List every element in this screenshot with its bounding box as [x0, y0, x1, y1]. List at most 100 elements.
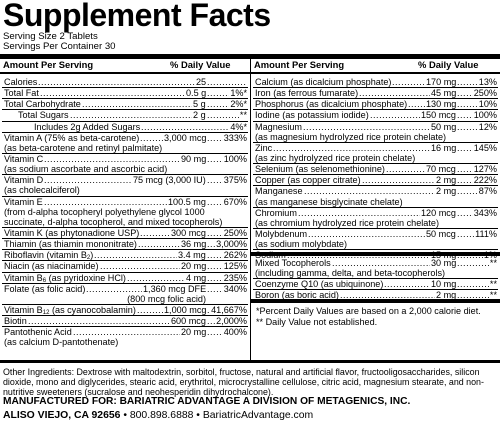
dot-leader: ........................................	[457, 121, 478, 132]
dot-leader: ........................................	[207, 261, 223, 272]
nutrient-row-phosphorus: Phosphorus (as dicalcium phosphate).....…	[253, 99, 498, 109]
nutrient-name: Thiamin (as thiamin mononitrate)	[4, 239, 137, 250]
dot-leader: ........................................…	[298, 207, 420, 218]
nutrient-row-selenium: Selenium (as selenomethionine)..........…	[253, 164, 498, 174]
nutrient-row-vitamin-b12: Vitamin B12 (as cyanocobalamin).........…	[2, 305, 248, 315]
manufacturer: MANUFACTURED FOR: BARIATRIC ADVANTAGE A …	[3, 396, 411, 407]
nutrient-daily-value: **	[489, 279, 497, 290]
dot-leader: ........................................	[207, 250, 223, 261]
nutrient-row-vitamin-d: Vitamin D...............................…	[2, 175, 248, 185]
nutrient-name: Manganese	[255, 186, 303, 197]
dot-leader: ........................................…	[70, 110, 192, 121]
dot-leader: ........................................	[207, 196, 223, 207]
dot-leader: ........................................…	[140, 227, 170, 238]
nutrient-daily-value: 127%	[473, 164, 497, 175]
nutrient-name: Riboflavin (vitamin B2)	[4, 250, 94, 261]
nutrient-amount: 90 mg	[181, 153, 207, 164]
nutrient-amount: 170 mg	[426, 77, 457, 87]
row-separator	[253, 120, 498, 122]
nutrient-daily-value: **	[489, 258, 497, 268]
dot-leader: ........................................	[457, 279, 489, 290]
dot-leader: ........................................…	[40, 88, 185, 99]
row-separator	[253, 185, 498, 187]
nutrient-name: Total Sugars	[18, 110, 69, 121]
dot-leader: ........................................	[207, 99, 229, 110]
nutrient-amount: 70 mcg	[426, 164, 456, 175]
nutrient-source-note: (as beta-carotene and retinyl palmitate)	[4, 142, 163, 153]
row-separator	[253, 227, 498, 229]
nutrient-daily-value: 1%*	[230, 88, 247, 99]
nutrient-daily-value: 145%	[473, 142, 497, 153]
nutrient-row-mixed-tocopherols: Mixed Tocopherols.......................…	[253, 258, 498, 268]
dot-leader: ........................................…	[303, 121, 430, 132]
nutrient-daily-value: 250%	[473, 88, 497, 99]
nutrient-daily-value: **	[239, 110, 247, 121]
nutrient-source-note: (as sodium ascorbate and ascorbic acid)	[4, 164, 168, 175]
nutrient-daily-value: 375%	[223, 175, 247, 186]
nutrient-row-thiamin: Thiamin (as thiamin mononitrate)........…	[2, 239, 248, 249]
right-thick-rule-2	[251, 299, 500, 303]
nutrient-name: Boron (as boric acid)	[255, 290, 339, 301]
dot-leader: ........................................	[207, 227, 223, 238]
row-separator	[2, 326, 248, 328]
dot-leader: ........................................…	[304, 186, 435, 197]
row-separator	[2, 98, 248, 100]
nutrient-amount: 2 mg	[436, 290, 457, 301]
nutrient-name: Copper (as copper citrate)	[255, 175, 361, 186]
nutrient-amount: 120 mcg	[421, 207, 456, 218]
nutrient-daily-value: 111%	[475, 228, 497, 239]
dot-leader: ........................................	[207, 272, 223, 283]
row-separator	[2, 226, 248, 228]
nutrient-source-note: succinate, d-alpha tocopherol, and mixed…	[4, 216, 223, 227]
nutrient-source-note: (from d-alpha tocopheryl polyethylene gl…	[4, 206, 205, 217]
nutrient-daily-value: 87%	[478, 186, 497, 197]
dot-leader: ........................................…	[408, 99, 425, 110]
row-separator	[253, 87, 498, 89]
nutrient-amount: 45 mg	[431, 88, 457, 99]
nutrient-amount: 2 mg	[436, 186, 457, 197]
nutrient-name: Total Carbohydrate	[4, 99, 81, 110]
dot-leader: ........................................	[207, 153, 223, 164]
dot-leader: ........................................…	[386, 164, 425, 175]
nutrient-daily-value: 13%	[478, 77, 497, 87]
nutrient-amount: 20 mg	[181, 327, 207, 338]
footnote-not-established: ** Daily Value not established.	[256, 317, 378, 327]
row-separator	[253, 109, 498, 111]
dot-leader: ........................................…	[86, 283, 142, 294]
nutrient-source-note: (800 mcg folic acid)	[127, 293, 206, 304]
nutrient-row-vitamin-e: Vitamin E...............................…	[2, 197, 248, 207]
nutrient-amount: 150 mcg	[421, 110, 456, 121]
dot-leader: ........................................…	[82, 99, 192, 110]
nutrient-amount: 50 mcg	[426, 228, 456, 239]
nutrient-source-note: (as calcium D-pantothenate)	[4, 337, 119, 348]
nutrient-daily-value: 100%	[223, 153, 247, 164]
dot-leader: ........................................	[457, 258, 489, 268]
header-amount-left: Amount Per Serving	[3, 59, 94, 70]
header-dv-left: % Daily Value	[170, 59, 231, 70]
dot-leader: ........................................…	[308, 228, 425, 239]
dot-leader: ........................................	[207, 327, 223, 338]
nutrient-amount: 25	[196, 77, 207, 87]
nutrient-row-boron: Boron (as boric acid)...................…	[253, 290, 498, 300]
nutrient-row-total-carbohydrate: Total Carbohydrate......................…	[2, 99, 248, 109]
row-separator	[2, 152, 248, 154]
header-amount-right: Amount Per Serving	[254, 59, 345, 70]
dot-leader: ........................................…	[359, 88, 430, 99]
nutrient-name: Total Fat	[4, 88, 39, 99]
address-line: ALISO VIEJO, CA 92656 • 800.898.6888 • B…	[3, 410, 314, 421]
nutrient-row-coenzyme-q10: Coenzyme Q10 (as ubiquinone)............…	[253, 279, 498, 289]
header-dv-right: % Daily Value	[418, 59, 479, 70]
nutrient-row-calcium: Calcium (as dicalcium phosphate)........…	[253, 77, 498, 87]
nutrient-name: Folate (as folic acid)	[4, 283, 86, 294]
dot-leader: ........................................…	[332, 258, 430, 268]
nutrient-name: Vitamin E	[4, 196, 43, 207]
nutrient-row-zinc: Zinc....................................…	[253, 143, 498, 153]
row-separator	[2, 131, 248, 133]
nutrient-row-iodine: Iodine (as potassium iodide)............…	[253, 110, 498, 120]
nutrient-name: Coenzyme Q10 (as ubiquinone)	[255, 279, 384, 290]
nutrient-daily-value: **	[489, 290, 497, 301]
nutrient-amount: 3.4 mg	[178, 250, 206, 261]
nutrient-daily-value: 222%	[473, 175, 497, 186]
nutrient-daily-value: 12%	[478, 121, 497, 132]
nutrient-amount: 36 mg	[181, 239, 207, 250]
